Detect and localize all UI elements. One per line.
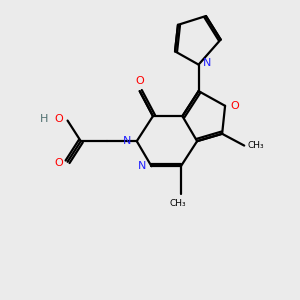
Text: H: H — [40, 114, 48, 124]
Text: O: O — [230, 101, 239, 111]
Text: N: N — [203, 58, 212, 68]
Text: CH₃: CH₃ — [247, 141, 264, 150]
Text: O: O — [54, 158, 63, 168]
Text: CH₃: CH₃ — [170, 199, 186, 208]
Text: N: N — [138, 161, 146, 171]
Text: O: O — [135, 76, 144, 86]
Text: N: N — [123, 136, 131, 146]
Text: O: O — [54, 114, 63, 124]
